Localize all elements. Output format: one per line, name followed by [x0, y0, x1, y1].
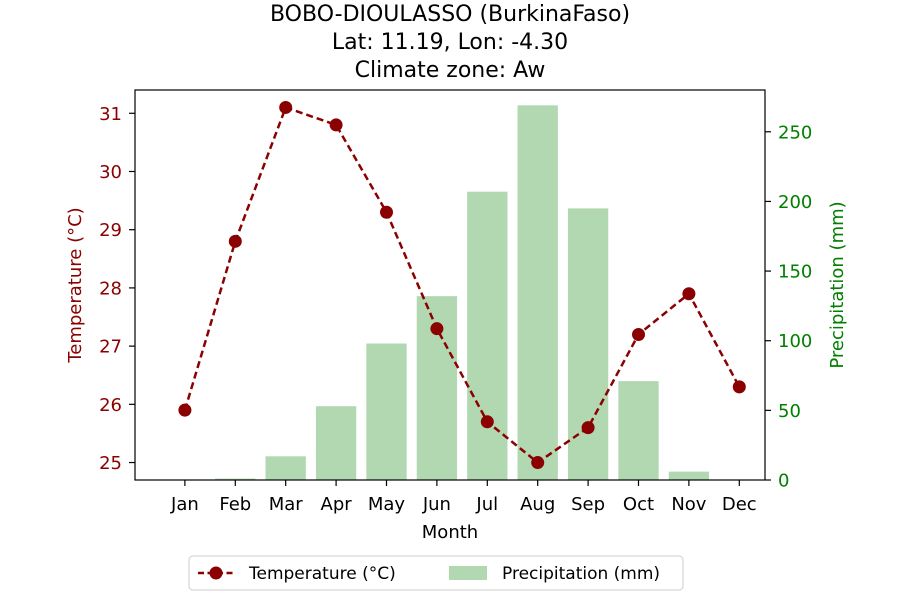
x-tick-label: Jul — [475, 494, 498, 515]
left-tick-label: 29 — [99, 220, 122, 241]
temperature-line — [178, 100, 746, 470]
temperature-point-may — [380, 205, 393, 219]
plot-frame — [134, 89, 766, 481]
left-tick-label: 26 — [99, 395, 122, 416]
temperature-point-apr — [329, 118, 343, 132]
temperature-point-jun — [430, 322, 444, 336]
legend: Temperature (°C) Precipitation (mm) — [188, 555, 684, 591]
temperature-line-path — [183, 105, 741, 465]
left-tick-label: 27 — [99, 337, 122, 358]
precipitation-bar-nov — [668, 471, 710, 480]
x-axis-label: Month — [422, 522, 478, 543]
precipitation-bar-sep — [567, 208, 609, 480]
temperature-point-aug — [531, 456, 545, 470]
temperature-point-mar — [279, 100, 293, 114]
x-tick-label: Aug — [520, 494, 555, 515]
temperature-point-jan — [178, 403, 192, 417]
temperature-point-nov — [682, 287, 696, 301]
precipitation-bar-may — [366, 343, 407, 480]
right-tick-label: 250 — [778, 122, 812, 143]
precipitation-bars — [215, 105, 710, 480]
x-tick-label: Jan — [170, 494, 199, 515]
chart-title-climate-zone: Climate zone: Aw — [355, 58, 546, 83]
legend-box — [188, 555, 684, 591]
left-tick-label: 30 — [99, 162, 122, 183]
chart-title-coordinates: Lat: 11.19, Lon: -4.30 — [332, 30, 568, 55]
precipitation-bar-apr — [315, 406, 357, 480]
precipitation-bar-feb — [215, 478, 256, 480]
chart-title-station: BOBO-DIOULASSO (BurkinaFaso) — [270, 2, 630, 27]
x-tick-label: Oct — [623, 494, 654, 515]
x-tick-label: Sep — [571, 494, 605, 515]
left-tick-label: 25 — [99, 453, 122, 474]
right-tick-label: 0 — [778, 471, 789, 492]
precipitation-bar-oct — [618, 381, 659, 480]
left-axis-ticks: 25 26 27 28 29 30 31 — [99, 104, 135, 474]
legend-temperature-label: Temperature (°C) — [248, 564, 396, 584]
left-axis-label: Temperature (°C) — [65, 207, 86, 363]
x-tick-label: Feb — [219, 494, 251, 515]
temperature-point-dec — [732, 380, 746, 394]
x-tick-label: Dec — [722, 494, 757, 515]
right-tick-label: 100 — [778, 331, 812, 352]
left-tick-label: 28 — [99, 278, 122, 299]
x-tick-label: May — [368, 494, 406, 515]
right-axis-ticks: 0 50 100 150 200 250 — [765, 122, 812, 492]
legend-temperature-marker — [209, 566, 223, 580]
right-tick-label: 50 — [778, 401, 801, 422]
temperature-point-sep — [581, 421, 595, 435]
temperature-point-oct — [632, 327, 645, 341]
x-tick-label: Apr — [321, 494, 353, 515]
temperature-point-jul — [480, 415, 494, 429]
x-axis-ticks: Jan Feb Mar Apr May Jun Jul Aug Sep Oct Nov Dec — [170, 480, 757, 515]
right-tick-label: 200 — [778, 192, 812, 213]
legend-precipitation-label: Precipitation (mm) — [502, 564, 660, 584]
x-tick-label: Jun — [422, 494, 451, 515]
right-axis-label: Precipitation (mm) — [827, 201, 848, 368]
precipitation-bar-aug — [517, 105, 558, 480]
temperature-point-feb — [228, 234, 242, 248]
legend-precipitation-swatch — [449, 566, 487, 580]
x-tick-label: Mar — [269, 494, 304, 515]
left-tick-label: 31 — [99, 104, 122, 125]
precipitation-bar-jul — [467, 191, 508, 480]
x-tick-label: Nov — [671, 494, 706, 515]
right-tick-label: 150 — [778, 262, 812, 283]
precipitation-bar-mar — [265, 456, 306, 480]
